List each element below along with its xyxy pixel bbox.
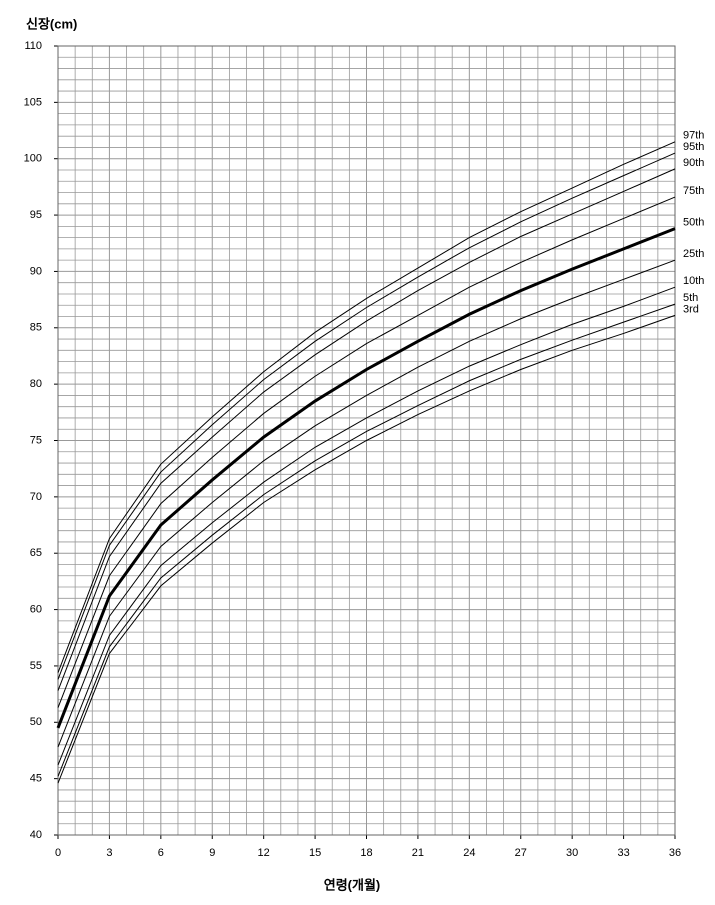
legend-label: 95th [683,141,704,153]
percentile-line [57,303,676,777]
y-tick-label: 65 [30,547,42,559]
x-tick-label: 15 [309,847,321,859]
y-tick-label: 45 [30,773,42,785]
percentile-line [57,196,676,708]
x-tick-label: 27 [515,847,527,859]
legend-label: 97th [683,130,704,142]
y-tick-label: 100 [24,153,42,165]
plot-frame [57,45,676,836]
percentile-line [57,141,676,673]
x-tick-label: 18 [360,847,372,859]
percentile-line [56,227,676,729]
x-tick-label: 36 [669,847,681,859]
x-axis-label: 연령(개월) [324,877,381,892]
x-tick-label: 30 [566,847,578,859]
y-tick-label: 85 [30,322,42,334]
x-tick-label: 3 [106,847,112,859]
y-tick-label: 50 [30,716,42,728]
percentile-line [57,259,676,748]
y-tick-label: 40 [30,829,42,841]
y-tick-label: 60 [30,603,42,615]
legend-label: 3rd [683,303,699,315]
x-tick-label: 21 [412,847,424,859]
y-tick-label: 95 [30,209,42,221]
legend-label: 50th [683,217,704,229]
y-tick-label: 105 [24,96,42,108]
y-tick-label: 75 [30,434,42,446]
x-tick-label: 6 [158,847,164,859]
percentile-line [57,168,676,691]
legend-label: 25th [683,248,704,260]
percentile-line [57,152,676,680]
legend-label: 75th [683,185,704,197]
legend-label: 5th [683,292,698,304]
y-tick-label: 110 [24,40,42,52]
x-tick-label: 9 [209,847,215,859]
x-tick-label: 33 [617,847,629,859]
percentile-line [57,314,676,784]
y-tick-label: 55 [30,660,42,672]
chart-title: 신장(cm) [26,16,77,31]
percentile-line [57,286,676,766]
legend-label: 10th [683,275,704,287]
y-tick-label: 70 [30,491,42,503]
legend-label: 90th [683,157,704,169]
y-tick-label: 80 [30,378,42,390]
x-tick-label: 24 [463,847,475,859]
x-tick-label: 12 [258,847,270,859]
y-tick-label: 90 [30,265,42,277]
x-tick-label: 0 [55,847,61,859]
